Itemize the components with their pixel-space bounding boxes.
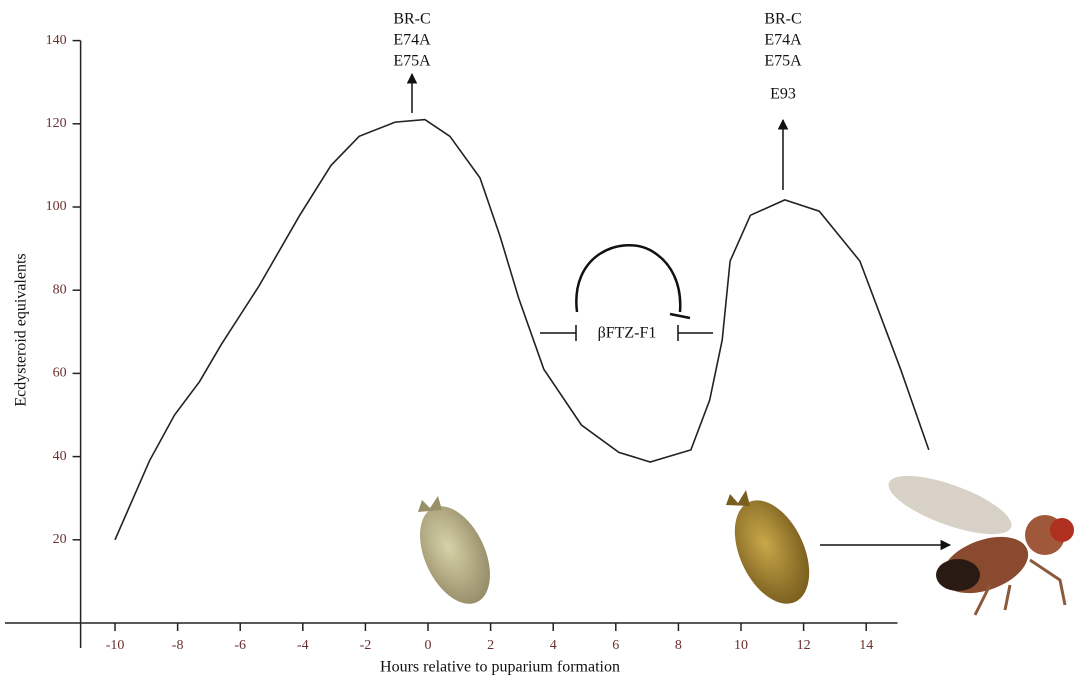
pupa-illustration bbox=[418, 496, 490, 604]
x-tick-label: 14 bbox=[859, 638, 873, 653]
y-tick-label: 100 bbox=[46, 199, 67, 214]
x-tick-label: 8 bbox=[675, 638, 682, 653]
y-tick-label: 120 bbox=[46, 116, 67, 131]
gene-label: E75A bbox=[393, 53, 431, 70]
pupa-illustration bbox=[726, 490, 810, 604]
inhibition bbox=[540, 325, 713, 341]
x-tick-label: 12 bbox=[797, 638, 811, 653]
gene-label: E74A bbox=[764, 32, 802, 49]
x-axis-label: Hours relative to puparium formation bbox=[380, 659, 620, 676]
gene-label: E75A bbox=[764, 53, 802, 70]
y-tick-label: 80 bbox=[53, 282, 67, 297]
x-tick-label: 6 bbox=[612, 638, 619, 653]
x-tick-label: 0 bbox=[425, 638, 432, 653]
gene-label: E74A bbox=[393, 32, 431, 49]
x-tick-label: -4 bbox=[297, 638, 309, 653]
y-axis-label: Ecdysteroid equivalents bbox=[13, 253, 30, 406]
data-line bbox=[114, 118, 930, 541]
x-tick-label: 2 bbox=[487, 638, 494, 653]
y-tick-label: 60 bbox=[53, 366, 67, 381]
x-tick-label: -2 bbox=[360, 638, 372, 653]
y-tick-label: 140 bbox=[46, 33, 67, 48]
x-tick-label: 4 bbox=[550, 638, 557, 653]
x-tick-label: 10 bbox=[734, 638, 748, 653]
fly-illustration bbox=[888, 475, 1074, 616]
gene-label: E93 bbox=[770, 86, 796, 103]
x-tick-label: -10 bbox=[106, 638, 125, 653]
x-tick-label: -8 bbox=[172, 638, 184, 653]
gene-label: BR-C bbox=[393, 11, 430, 28]
gene-label: BR-C bbox=[764, 11, 801, 28]
feedback-arc bbox=[575, 243, 691, 320]
y-tick-label: 20 bbox=[53, 532, 67, 547]
x-tick-label: -6 bbox=[234, 638, 246, 653]
factor-label: βFTZ-F1 bbox=[598, 325, 657, 342]
y-tick-label: 40 bbox=[53, 449, 67, 464]
